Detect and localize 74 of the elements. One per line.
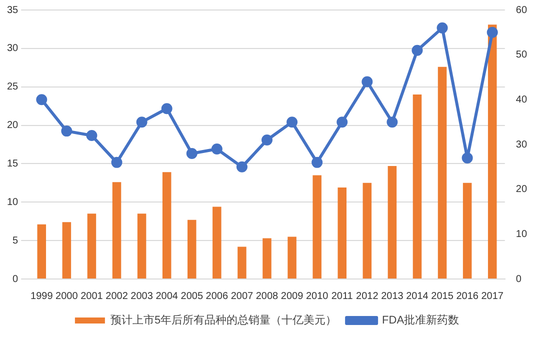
x-tick-label: 2009 bbox=[280, 290, 304, 302]
y-tick-label: 35 bbox=[7, 4, 19, 16]
point bbox=[262, 134, 272, 146]
y2-tick-label: 20 bbox=[516, 184, 528, 196]
y2-tick-label: 40 bbox=[516, 94, 528, 106]
x-tick-label: 2016 bbox=[456, 290, 479, 302]
point bbox=[336, 116, 348, 128]
bar bbox=[438, 66, 447, 278]
y-tick-label: 0 bbox=[12, 274, 19, 285]
point bbox=[86, 130, 98, 142]
x-tick-label: 2004 bbox=[156, 290, 178, 302]
x-tick-label: 2013 bbox=[381, 290, 404, 302]
point bbox=[36, 94, 48, 106]
y2-tick-label: 60 bbox=[516, 4, 528, 16]
x-tick-label: 2006 bbox=[206, 290, 228, 302]
y2-tick-label: 30 bbox=[516, 139, 528, 150]
bar bbox=[37, 224, 46, 278]
bar bbox=[62, 222, 72, 278]
x-tick-label: 1999 bbox=[30, 290, 54, 302]
point bbox=[186, 148, 198, 159]
bar bbox=[262, 238, 272, 278]
point bbox=[412, 44, 423, 56]
y-tick-label: 25 bbox=[7, 82, 19, 93]
bar bbox=[388, 166, 397, 278]
y2-tick-label: 50 bbox=[516, 50, 528, 61]
x-tick-label: 2000 bbox=[56, 290, 78, 302]
bar bbox=[212, 206, 222, 278]
bar bbox=[188, 220, 196, 278]
point bbox=[386, 116, 398, 128]
bar bbox=[112, 182, 122, 278]
point bbox=[312, 156, 323, 168]
point bbox=[486, 26, 498, 38]
bar bbox=[238, 246, 246, 278]
x-tick-label: 2002 bbox=[106, 290, 128, 302]
point bbox=[462, 152, 473, 164]
x-tick-label: 2011 bbox=[331, 290, 354, 302]
bar bbox=[488, 24, 497, 278]
bar bbox=[412, 94, 422, 278]
point bbox=[161, 103, 172, 114]
point bbox=[61, 126, 72, 137]
point bbox=[111, 156, 122, 168]
bar bbox=[338, 188, 346, 278]
x-tick-label: 2010 bbox=[306, 290, 329, 302]
y-tick-label: 30 bbox=[7, 43, 19, 54]
x-tick-label: 2001 bbox=[80, 290, 104, 302]
legend-label: FDA批准新药数 bbox=[382, 314, 460, 327]
x-tick-label: 2017 bbox=[481, 290, 504, 302]
point bbox=[436, 22, 448, 34]
y-tick-label: 10 bbox=[7, 196, 19, 208]
x-tick-label: 2005 bbox=[180, 290, 204, 302]
x-tick-label: 2008 bbox=[256, 290, 279, 302]
y2-tick-label: 0 bbox=[516, 274, 522, 285]
legend-label: 预计上市5年后所有品种的总销量（十亿美元） bbox=[110, 314, 337, 327]
bar bbox=[288, 236, 296, 278]
x-tick-label: 2015 bbox=[431, 290, 454, 302]
bar bbox=[137, 214, 146, 278]
x-tick-label: 2003 bbox=[130, 290, 154, 302]
point bbox=[236, 161, 248, 172]
y-tick-label: 20 bbox=[7, 120, 19, 132]
x-tick-label: 2007 bbox=[230, 290, 254, 302]
y-tick-label: 5 bbox=[12, 235, 19, 246]
point bbox=[286, 116, 298, 128]
x-tick-label: 2012 bbox=[356, 290, 379, 302]
y-tick-label: 15 bbox=[7, 158, 19, 170]
point bbox=[136, 116, 148, 128]
point bbox=[362, 76, 373, 88]
x-tick-label: 2014 bbox=[406, 290, 429, 302]
bar bbox=[312, 175, 322, 278]
bar bbox=[362, 182, 372, 278]
point bbox=[211, 143, 222, 154]
y2-tick-label: 10 bbox=[516, 228, 528, 240]
bar bbox=[162, 172, 172, 278]
bar bbox=[87, 214, 96, 278]
bar bbox=[462, 182, 472, 278]
